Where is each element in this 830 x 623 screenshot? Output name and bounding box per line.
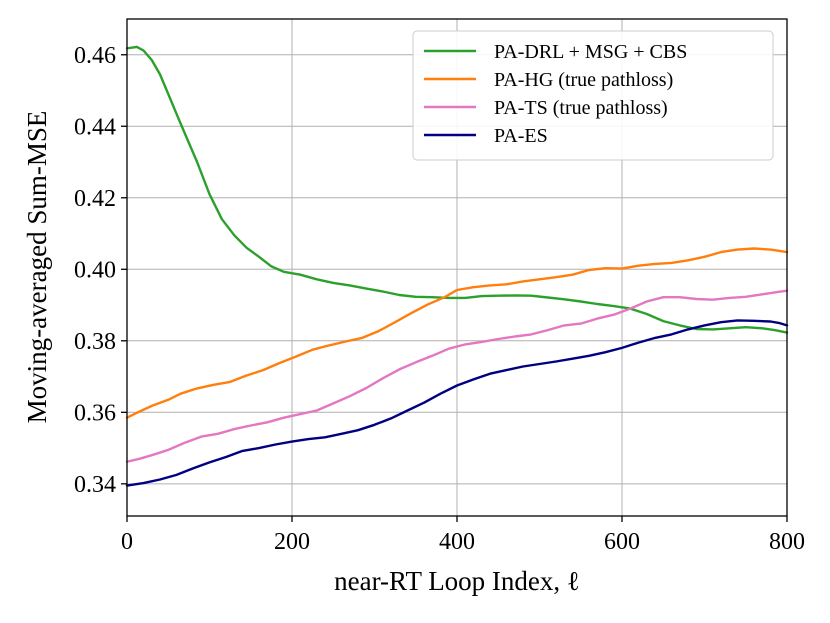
x-tick-label: 0: [121, 529, 133, 555]
x-axis-label: near-RT Loop Index, ℓ: [334, 566, 580, 596]
series-line: [125, 45, 789, 334]
ticks: 0 200 400 600 800 0.34 0.36 0.38 0.40 0.42 0.44 0.4…: [74, 43, 805, 555]
y-tick-label: 0.46: [74, 43, 116, 69]
y-tick-label: 0.40: [74, 257, 116, 283]
y-tick-label: 0.36: [74, 400, 116, 426]
legend-label: PA-HG (true pathloss): [494, 69, 673, 91]
y-tick-label: 0.44: [74, 114, 116, 140]
legend-box: [412, 30, 774, 161]
x-tick-label: 200: [274, 529, 310, 555]
y-axis-label: Moving-averaged Sum-MSE: [22, 111, 52, 424]
series-line: [125, 247, 789, 419]
series-line: [125, 319, 789, 487]
series-layer: [125, 45, 789, 487]
legend-label: PA-DRL + MSG + CBS: [494, 41, 687, 63]
series-line: [125, 289, 789, 463]
x-tick-label: 600: [604, 529, 640, 555]
legend-label: PA-ES: [494, 125, 548, 147]
y-tick-label: 0.42: [74, 186, 116, 212]
y-tick-label: 0.38: [74, 329, 116, 355]
x-tick-label: 800: [769, 529, 805, 555]
y-tick-label: 0.34: [74, 472, 116, 498]
x-tick-label: 400: [439, 529, 475, 555]
legend: PA-DRL + MSG + CBS PA-HG (true pathloss) P…: [412, 30, 774, 161]
legend-label: PA-TS (true pathloss): [494, 97, 668, 119]
